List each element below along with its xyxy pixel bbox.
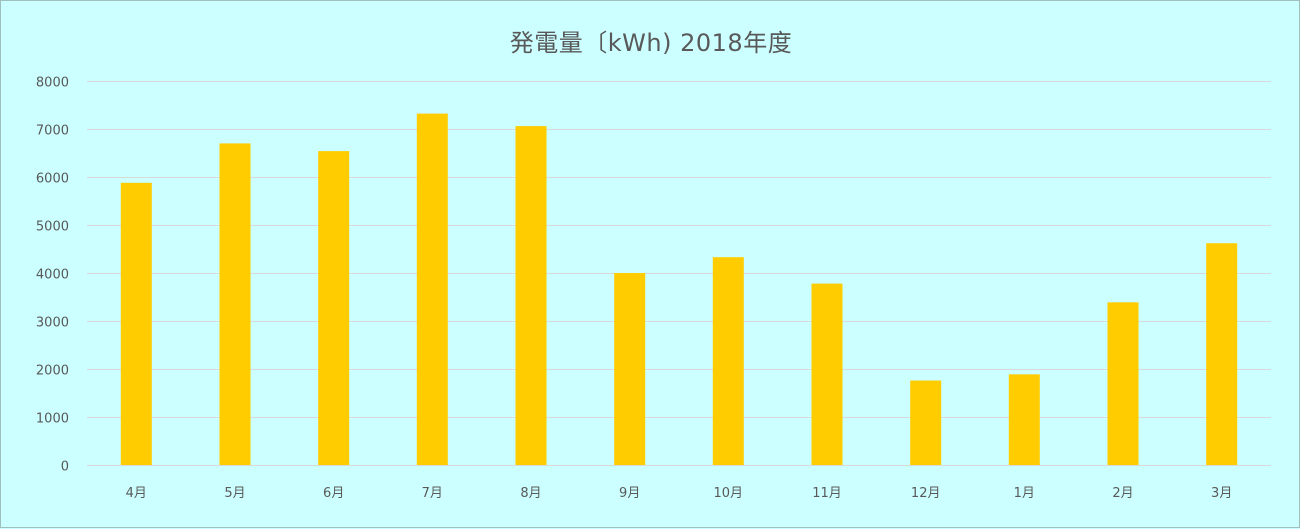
y-tick-label: 6000 [36,172,69,187]
x-tick-label: 11月 [812,486,842,501]
y-tick-label: 3000 [36,316,69,331]
bar [120,182,152,466]
x-axis-tick-labels: 4月 5月 6月 7月 8月 9月 10月 11月 12月 1月 2月 3月 [126,486,1233,501]
chart-title: 発電量〔kWh) 2018年度 [509,29,793,57]
x-tick-label: 10月 [714,486,744,501]
y-tick-label: 2000 [36,364,69,379]
x-tick-label: 3月 [1211,486,1232,501]
y-tick-label: 5000 [36,220,69,235]
y-tick-label: 0 [61,460,69,475]
x-tick-label: 8月 [520,486,541,501]
gridlines [87,81,1271,466]
bar [515,126,547,465]
bar [219,143,251,465]
bar [318,151,350,465]
x-tick-label: 5月 [224,486,245,501]
bars [120,113,1238,466]
bar [1206,243,1238,465]
x-tick-label: 6月 [323,486,344,501]
bar [1008,374,1040,465]
bar [712,257,744,465]
bar [910,380,942,465]
y-tick-label: 4000 [36,268,69,283]
y-tick-label: 1000 [36,412,69,427]
x-tick-label: 1月 [1014,486,1035,501]
bar [614,273,646,465]
x-tick-label: 2月 [1112,486,1133,501]
bar [1107,302,1139,465]
y-axis-tick-labels: 0 1000 2000 3000 4000 5000 6000 7000 8000 [36,76,69,475]
x-tick-label: 4月 [126,486,147,501]
bar [811,283,843,465]
y-tick-label: 7000 [36,124,69,139]
x-tick-label: 7月 [422,486,443,501]
y-tick-label: 8000 [36,76,69,91]
bar [416,113,448,465]
x-tick-label: 9月 [619,486,640,501]
x-tick-label: 12月 [911,486,941,501]
